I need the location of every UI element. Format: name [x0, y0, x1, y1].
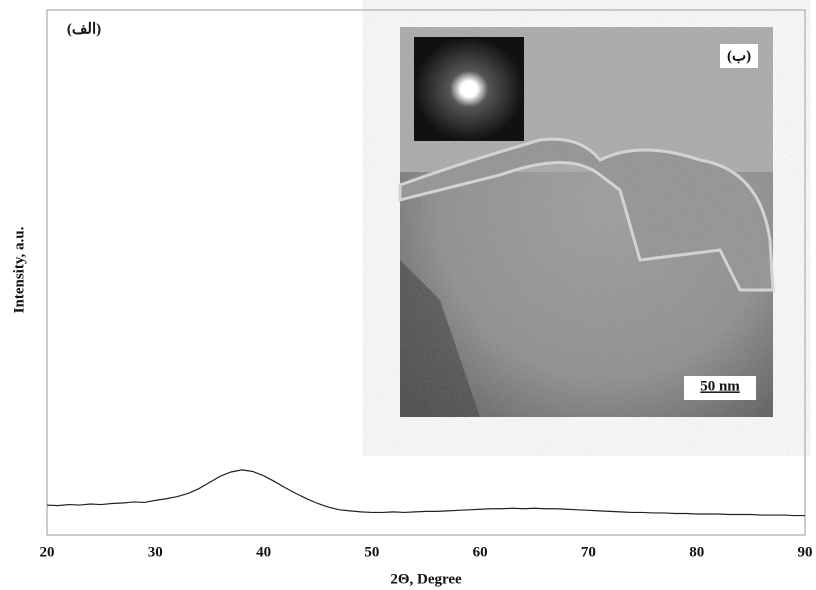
- y-axis-title: Intensity, a.u.: [11, 226, 27, 313]
- x-tick-label: 90: [798, 544, 813, 560]
- x-tick-label: 30: [148, 544, 163, 560]
- scale-bar-label: 50 nm: [700, 378, 740, 394]
- panel-label: (ب): [727, 48, 751, 64]
- plot-frame: [46, 9, 806, 536]
- x-tick-label: 70: [581, 544, 596, 560]
- x-tick-label: 80: [689, 544, 704, 560]
- x-tick-label: 50: [364, 544, 379, 560]
- x-tick-label: 40: [256, 544, 271, 560]
- panel-label: (الف): [67, 21, 101, 37]
- data-line: [46, 469, 805, 517]
- x-axis-title: 2Θ, Degree: [390, 571, 462, 587]
- tem-inset: (ب) 50 nm: [398, 27, 775, 417]
- x-tick-label: 60: [473, 544, 488, 560]
- x-tick-label: 20: [40, 544, 55, 560]
